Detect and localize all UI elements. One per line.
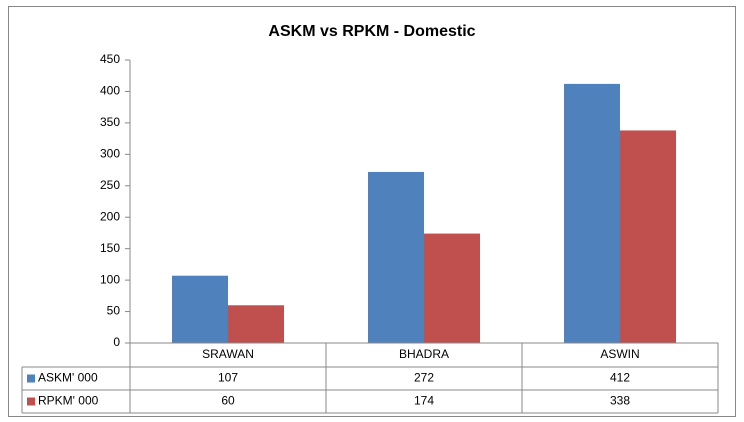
bar xyxy=(368,171,424,343)
x-tick-label: SRAWAN xyxy=(202,347,254,361)
bar xyxy=(228,305,284,343)
y-tick-label: 350 xyxy=(100,115,120,129)
y-tick-label: 0 xyxy=(113,335,120,349)
y-tick-label: 450 xyxy=(100,52,120,66)
legend-swatch xyxy=(27,397,35,406)
x-tick-label: ASWIN xyxy=(600,347,639,361)
y-tick-label: 400 xyxy=(100,84,120,98)
x-tick-label: BHADRA xyxy=(399,347,449,361)
legend-label: ASKM' 000 xyxy=(38,371,98,385)
table-value: 60 xyxy=(221,394,235,408)
table-value: 338 xyxy=(610,394,630,408)
legend-swatch xyxy=(27,374,35,383)
legend-label: RPKM' 000 xyxy=(38,394,99,408)
table-value: 107 xyxy=(218,371,238,385)
bar xyxy=(424,233,480,343)
y-tick-label: 250 xyxy=(100,178,120,192)
y-tick-label: 50 xyxy=(107,304,121,318)
table-value: 412 xyxy=(610,371,630,385)
table-value: 272 xyxy=(414,371,434,385)
y-tick-label: 200 xyxy=(100,209,120,223)
bar xyxy=(564,83,620,344)
y-tick-label: 300 xyxy=(100,147,120,161)
bar xyxy=(620,130,676,343)
y-tick-label: 150 xyxy=(100,241,120,255)
chart-title: ASKM vs RPKM - Domestic xyxy=(268,23,475,40)
table-value: 174 xyxy=(414,394,434,408)
y-tick-label: 100 xyxy=(100,272,120,286)
bar xyxy=(172,275,228,343)
